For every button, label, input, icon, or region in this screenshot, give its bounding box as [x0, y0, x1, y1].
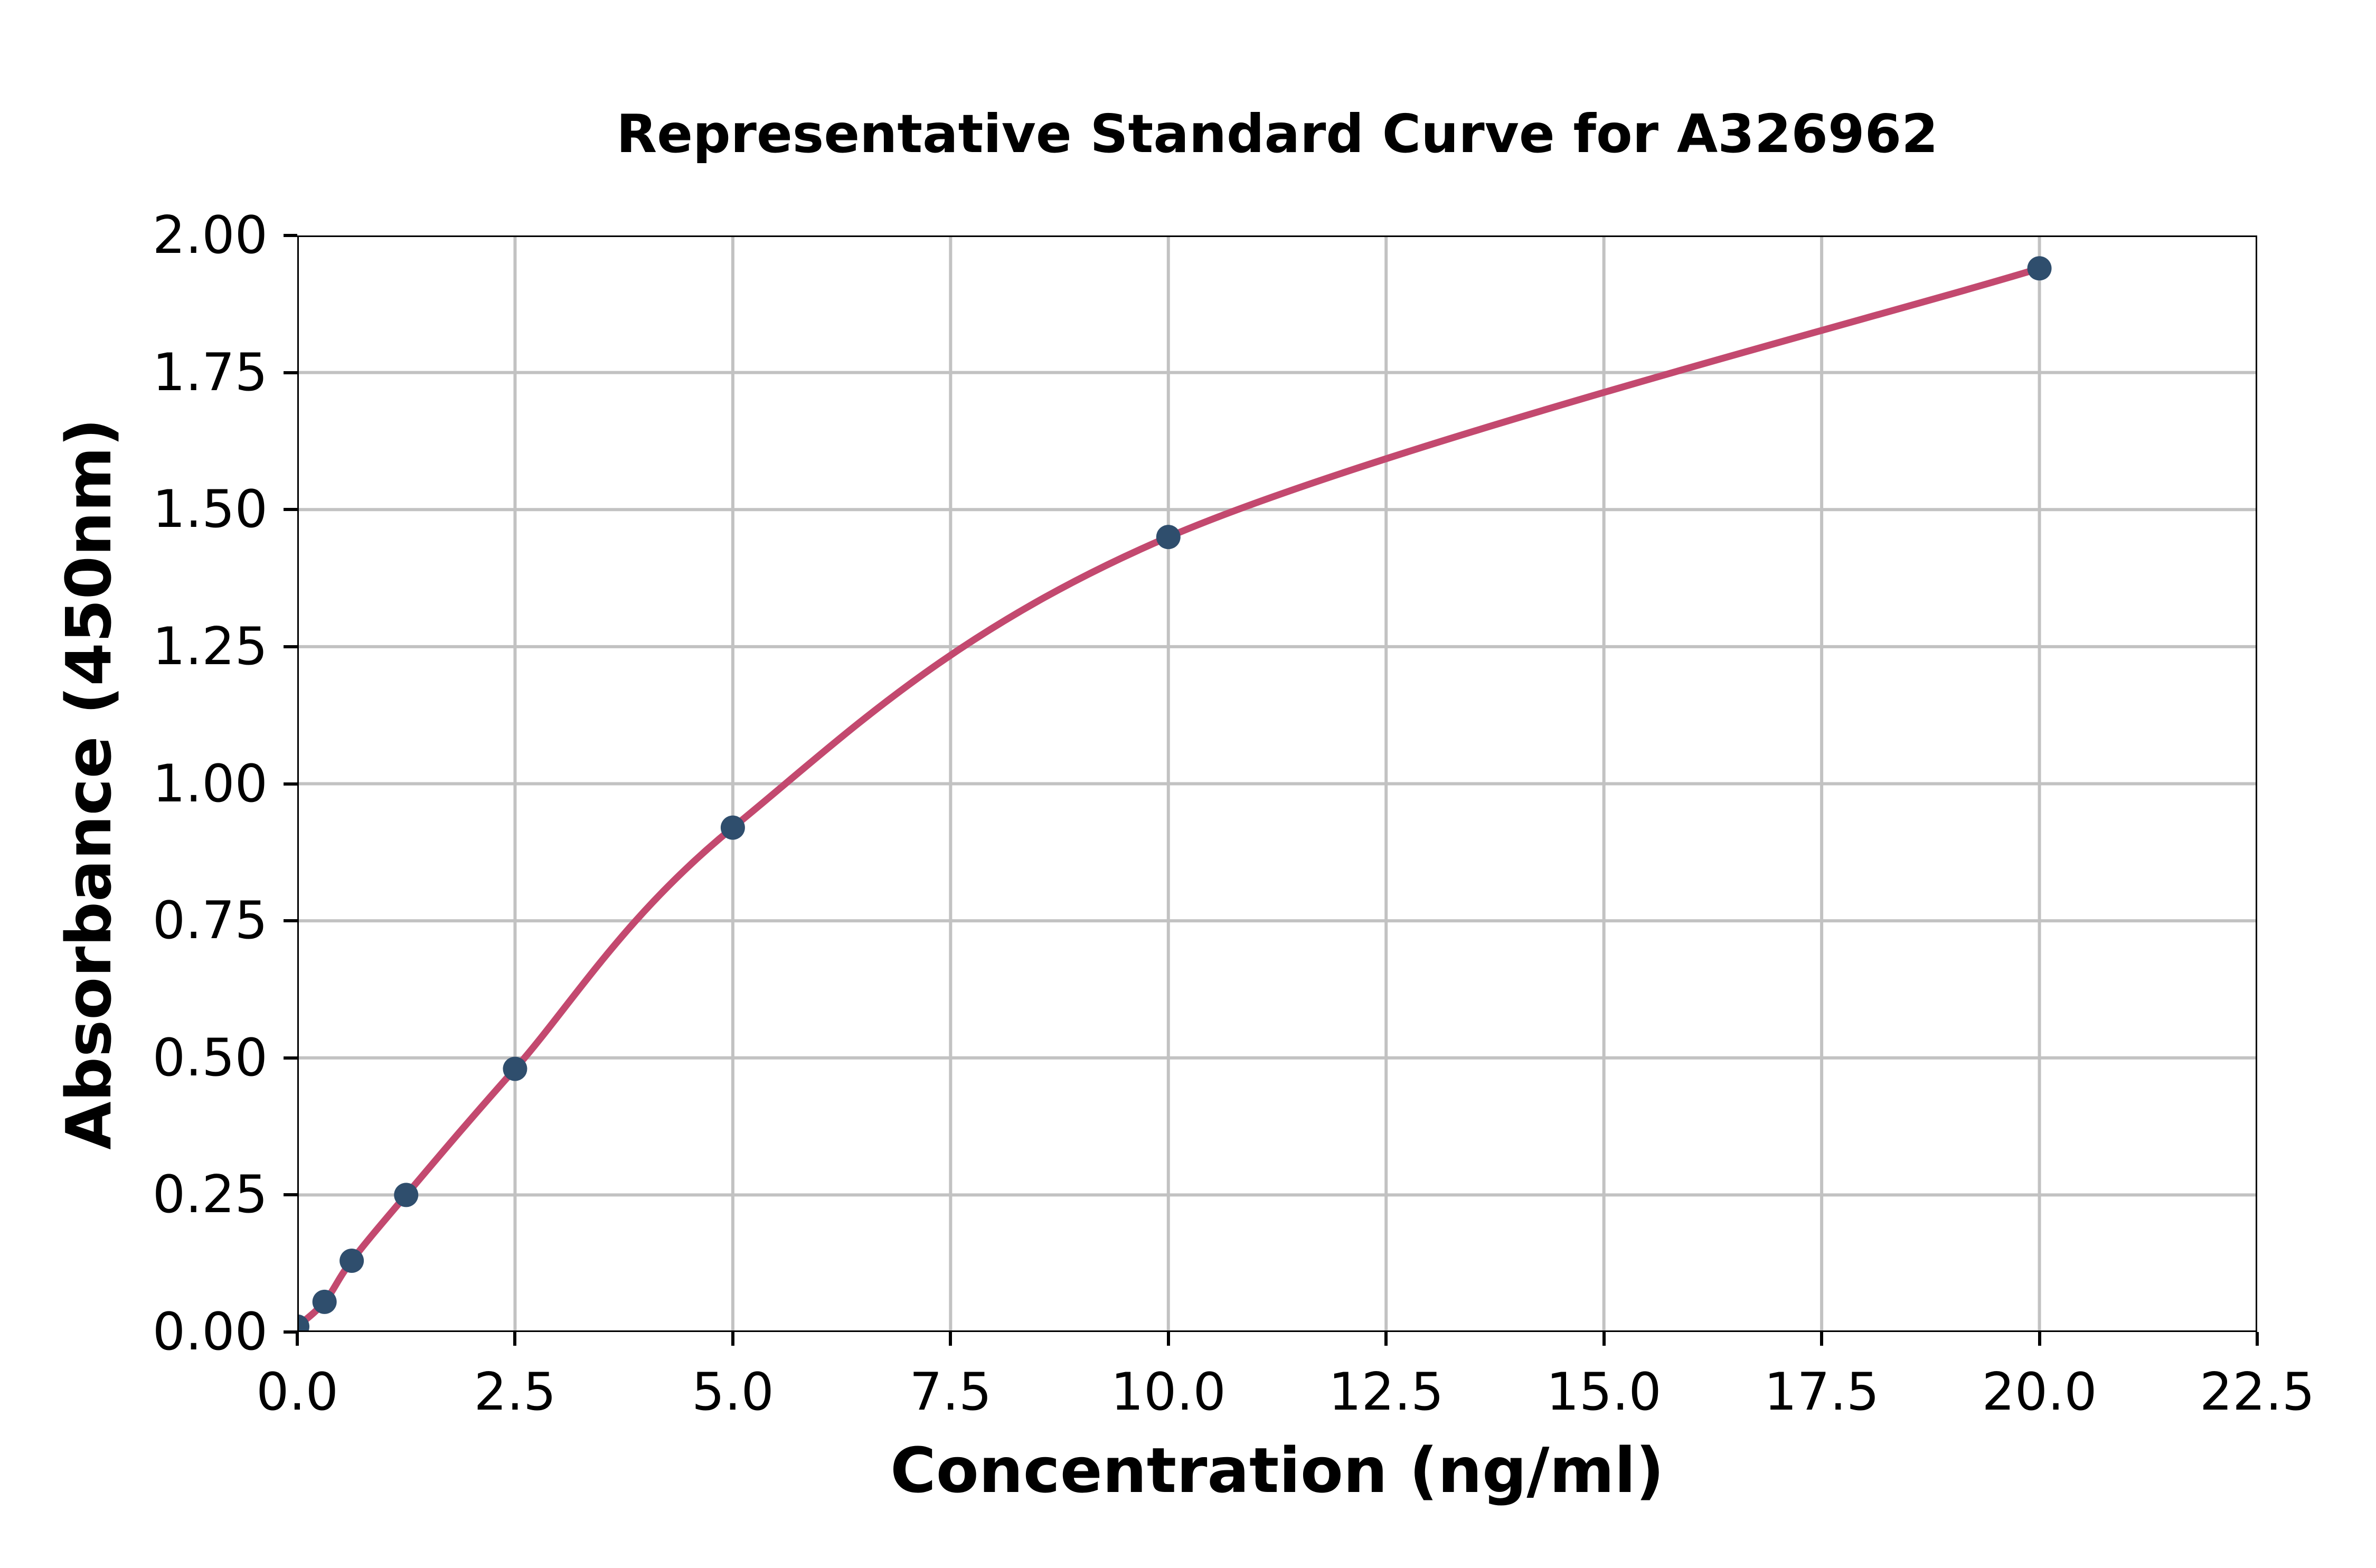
x-tick-mark	[2038, 1332, 2041, 1346]
x-tick-label: 5.0	[691, 1362, 774, 1422]
x-tick-mark	[731, 1332, 734, 1346]
x-axis-label: Concentration (ng/ml)	[890, 1434, 1664, 1507]
x-tick-mark	[949, 1332, 953, 1346]
y-tick-label: 0.00	[152, 1302, 268, 1362]
x-tick-mark	[513, 1332, 517, 1346]
x-tick-label: 15.0	[1546, 1362, 1662, 1422]
y-tick-mark	[284, 1330, 297, 1334]
x-tick-mark	[1602, 1332, 1606, 1346]
x-tick-mark	[1166, 1332, 1170, 1346]
plot-canvas	[297, 235, 2257, 1332]
data-point	[297, 1314, 309, 1332]
fit-curve	[297, 265, 2043, 1330]
x-tick-mark	[2256, 1332, 2259, 1346]
x-tick-label: 17.5	[1764, 1362, 1880, 1422]
y-tick-label: 0.75	[152, 891, 268, 951]
x-tick-mark	[296, 1332, 299, 1346]
x-tick-label: 0.0	[256, 1362, 338, 1422]
x-tick-label: 7.5	[909, 1362, 992, 1422]
plot-area	[297, 235, 2257, 1332]
x-tick-mark	[1384, 1332, 1388, 1346]
y-tick-mark	[284, 371, 297, 374]
data-point	[503, 1056, 527, 1081]
y-tick-mark	[284, 782, 297, 786]
y-tick-mark	[284, 645, 297, 648]
y-tick-mark	[284, 508, 297, 512]
x-tick-label: 12.5	[1328, 1362, 1444, 1422]
chart-title: Representative Standard Curve for A32696…	[616, 103, 1938, 165]
y-tick-label: 1.75	[152, 342, 268, 403]
y-tick-mark	[284, 234, 297, 237]
x-tick-label: 10.0	[1110, 1362, 1226, 1422]
data-point	[720, 815, 745, 840]
y-tick-label: 2.00	[152, 205, 268, 266]
y-tick-label: 0.50	[152, 1027, 268, 1088]
data-point	[340, 1248, 364, 1273]
y-tick-mark	[284, 919, 297, 923]
y-tick-mark	[284, 1193, 297, 1197]
data-point	[394, 1183, 419, 1207]
y-tick-label: 0.25	[152, 1165, 268, 1225]
data-point	[1156, 525, 1181, 550]
y-tick-label: 1.00	[152, 753, 268, 814]
y-tick-label: 1.50	[152, 479, 268, 540]
x-tick-label: 22.5	[2199, 1362, 2315, 1422]
y-tick-label: 1.25	[152, 616, 268, 677]
data-point	[312, 1289, 337, 1314]
x-tick-label: 20.0	[1982, 1362, 2097, 1422]
x-tick-mark	[1820, 1332, 1824, 1346]
y-tick-mark	[284, 1056, 297, 1060]
data-point	[2027, 256, 2052, 281]
x-tick-label: 2.5	[474, 1362, 557, 1422]
